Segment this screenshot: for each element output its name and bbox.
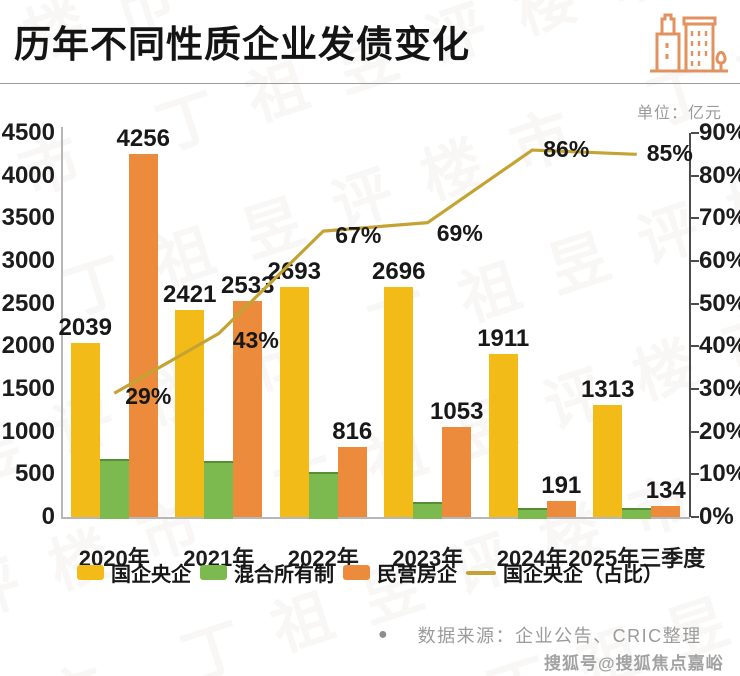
right-axis-tick-label: 20% [699, 417, 740, 445]
bar-民营房企-2022年 [337, 447, 367, 517]
left-axis-tick-label: 500 [14, 460, 55, 488]
legend-color-swatch [343, 565, 370, 580]
right-axis-tick [691, 473, 699, 476]
right-axis-tick-label: 10% [699, 460, 740, 488]
right-axis-tick [691, 345, 699, 348]
line-value-label: 85% [646, 140, 693, 167]
left-axis-tick-label: 2000 [1, 332, 55, 360]
bar-国企央企-2021年 [175, 310, 205, 517]
bar-value-label: 134 [645, 476, 686, 504]
chart-legend: 国企央企 混合所有制 民营房企 国企央企（占比） [0, 558, 740, 587]
legend-color-swatch [200, 565, 227, 580]
legend-item: 混合所有制 [200, 558, 334, 587]
legend-line-swatch [466, 570, 496, 575]
legend-item: 国企央企（占比） [466, 558, 663, 587]
legend-label: 国企央企（占比） [503, 564, 663, 586]
right-axis-tick [691, 430, 699, 433]
bar-国企央企-2022年 [279, 287, 309, 517]
legend-item: 国企央企 [77, 558, 191, 587]
source-text: 数据来源：企业公告、CRIC整理 [417, 626, 702, 646]
right-axis-tick [691, 302, 699, 305]
bar-value-label: 191 [541, 471, 582, 499]
line-value-label: 43% [232, 326, 279, 353]
bar-混合所有制-2021年 [204, 460, 234, 519]
bar-value-label: 2696 [372, 257, 426, 285]
right-axis-tick-label: 0% [699, 503, 734, 530]
right-axis-line [689, 133, 691, 517]
left-axis-tick-label: 4500 [1, 119, 55, 146]
y-axis-line [61, 127, 63, 517]
line-value-label: 29% [125, 383, 172, 410]
bar-value-label: 1313 [581, 375, 635, 403]
header-divider [0, 83, 740, 84]
bullet-icon: ● [378, 626, 388, 643]
line-value-label: 86% [543, 136, 590, 163]
bar-混合所有制-2020年 [99, 458, 129, 519]
bar-国企央企-2020年 [70, 343, 100, 517]
bar-混合所有制-2023年 [413, 501, 443, 519]
legend-label: 混合所有制 [234, 564, 334, 586]
left-axis-tick-label: 3000 [1, 247, 55, 274]
x-axis-label: 2024年 [496, 546, 568, 571]
legend-label: 民营房企 [377, 564, 457, 586]
bar-混合所有制-2025年三季度 [622, 508, 652, 519]
right-axis-tick [691, 174, 699, 177]
x-axis-label: 2023年 [392, 546, 464, 571]
page-title: 历年不同性质企业发债变化 [14, 24, 470, 65]
legend-item: 民营房企 [343, 558, 457, 587]
left-axis-tick-label: 4000 [1, 161, 55, 189]
left-axis-tick-label: 1500 [1, 375, 55, 402]
right-axis-tick-label: 30% [699, 375, 740, 402]
bar-value-label: 4256 [116, 124, 170, 152]
left-axis-tick-label: 0 [41, 503, 55, 530]
right-axis-tick [691, 132, 699, 134]
right-axis-tick [691, 388, 699, 390]
left-axis-tick-label: 1000 [1, 417, 55, 445]
legend-color-swatch [77, 565, 104, 580]
bar-value-label: 1911 [477, 324, 530, 352]
right-axis-tick-label: 40% [699, 332, 740, 360]
x-axis-label: 2025年三季度 [568, 546, 706, 571]
left-axis-tick-label: 3500 [1, 204, 55, 232]
bar-民营房企-2023年 [442, 427, 472, 517]
right-axis-tick-label: 60% [699, 247, 740, 274]
line-value-label: 67% [335, 222, 382, 249]
bar-value-label: 816 [332, 418, 373, 446]
bar-国企央企-2025年三季度 [593, 404, 623, 517]
bar-value-label: 2039 [58, 314, 112, 341]
right-axis-tick [691, 217, 699, 220]
bar-混合所有制-2022年 [308, 471, 338, 519]
sohu-watermark: 搜狐号@搜狐焦点嘉峪关站 [544, 654, 724, 673]
bar-民营房企-2020年 [128, 153, 158, 517]
right-axis-tick [691, 516, 699, 518]
bar-民营房企-2025年三季度 [651, 505, 681, 517]
unit-label: 单位：亿元 [636, 105, 722, 122]
bar-value-label: 2533 [221, 271, 275, 299]
source-row: ● 数据来源：企业公告、CRIC整理 [378, 622, 702, 648]
bar-民营房企-2024年 [546, 500, 576, 517]
right-axis-tick [691, 260, 699, 262]
right-axis-tick-label: 70% [699, 204, 740, 232]
legend-label: 国企央企 [111, 564, 191, 586]
buildings-icon [648, 7, 730, 86]
x-axis-line [61, 517, 690, 519]
right-axis-tick-label: 80% [699, 161, 740, 189]
right-axis-tick-label: 50% [699, 289, 740, 317]
bar-混合所有制-2024年 [517, 507, 547, 519]
left-axis-tick-label: 2500 [1, 289, 55, 317]
bar-value-label: 1053 [430, 398, 484, 426]
right-axis-tick-label: 90% [699, 119, 740, 146]
line-value-label: 69% [436, 219, 483, 246]
